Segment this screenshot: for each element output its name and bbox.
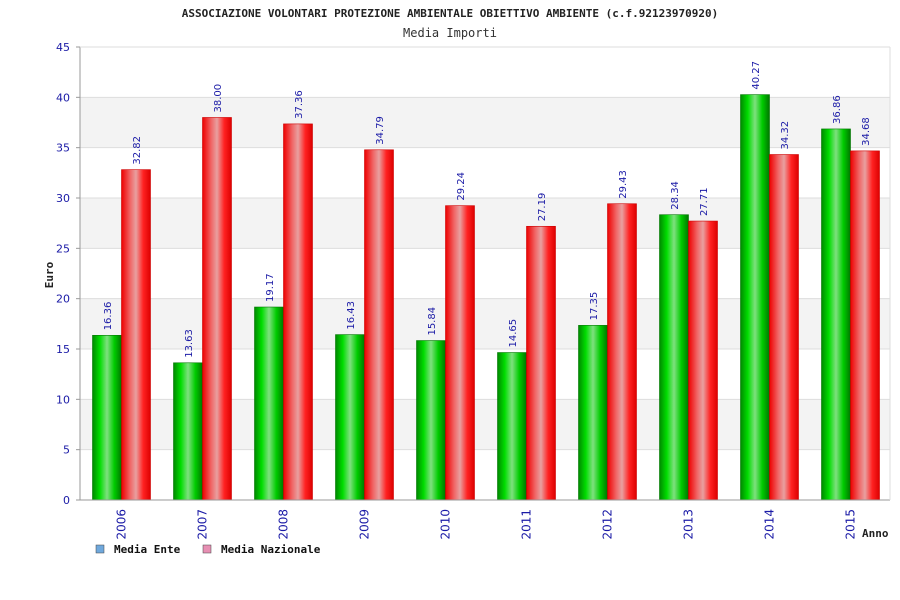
bar-media-ente-2015 [821,128,851,501]
y-tick-label: 0 [63,494,70,507]
bar-media-ente-2013 [659,214,689,501]
bar-media-nazionale-2010 [445,205,475,501]
bar-label-media-ente-2007: 13.63 [184,329,195,358]
bar-media-ente-2009 [335,334,365,501]
axes [79,46,891,501]
y-tick-label: 30 [56,192,70,205]
legend-label-media-nazionale: Media Nazionale [221,543,321,556]
y-tick-label: 40 [56,91,70,104]
y-axis-label: Euro [43,261,56,288]
bar-label-media-ente-2013: 28.34 [670,181,681,210]
x-tick-label-2011: 2011 [520,509,534,540]
bar-label-media-nazionale-2006: 32.82 [132,136,143,165]
x-tick-label-2013: 2013 [682,509,696,540]
y-tick-label: 35 [56,142,70,155]
bar-label-media-ente-2014: 40.27 [751,61,762,90]
bar-media-nazionale-2006 [121,169,151,501]
bar-media-ente-2012 [578,325,608,501]
bar-media-ente-2008 [254,306,284,501]
bar-value-labels: 16.36 32.82 13.63 38.00 19.17 37.36 16.43 34.79… [103,61,872,358]
bar-label-media-nazionale-2007: 38.00 [213,84,224,113]
bar-label-media-nazionale-2010: 29.24 [456,172,467,201]
bar-media-ente-2007 [173,362,203,501]
bar-media-ente-2006 [92,335,122,501]
bar-media-ente-2014 [740,94,770,501]
x-tick-label-2009: 2009 [358,509,372,540]
x-tick-label-2006: 2006 [115,509,129,540]
bar-label-media-ente-2011: 14.65 [508,319,519,348]
y-tick-label: 10 [56,393,70,406]
x-tick-label-2012: 2012 [601,509,615,540]
x-axis-label: Anno [862,527,889,540]
bar-label-media-nazionale-2013: 27.71 [699,187,710,216]
bar-label-media-nazionale-2015: 34.68 [861,117,872,146]
chart-subtitle: Media Importi [403,26,497,40]
y-tick-label: 20 [56,293,70,306]
x-tick-label-2014: 2014 [763,509,777,540]
legend-swatch-media-ente [95,544,105,554]
bar-label-media-nazionale-2008: 37.36 [294,90,305,119]
legend-swatch-media-nazionale [202,544,212,554]
bar-label-media-ente-2015: 36.86 [832,95,843,124]
bar-label-media-ente-2010: 15.84 [427,307,438,336]
bar-media-nazionale-2012 [607,203,637,501]
bar-label-media-ente-2012: 17.35 [589,292,600,321]
x-tick-label-2010: 2010 [439,509,453,540]
y-tick-label: 45 [56,41,70,54]
legend: Media Ente Media Nazionale [95,543,321,556]
bar-label-media-nazionale-2014: 34.32 [780,121,791,150]
y-tick-label: 5 [63,444,70,457]
chart-title: ASSOCIAZIONE VOLONTARI PROTEZIONE AMBIEN… [182,7,718,20]
bar-label-media-ente-2009: 16.43 [346,301,357,330]
x-tick-label-2007: 2007 [196,509,210,540]
bar-media-nazionale-2014 [769,154,799,501]
bar-media-nazionale-2011 [526,225,556,501]
x-tick-label-2015: 2015 [844,509,858,540]
plot-band [80,47,890,98]
bar-media-nazionale-2007 [202,117,232,501]
bar-media-ente-2010 [416,340,446,501]
y-tick-label: 25 [56,242,70,255]
x-tick-labels: 2006 2007 2008 2009 2010 2011 2012 2013 2014 2015 [115,509,858,540]
legend-label-media-ente: Media Ente [114,543,181,556]
bar-media-nazionale-2015 [850,150,880,501]
bar-label-media-nazionale-2011: 27.19 [537,193,548,222]
bar-label-media-ente-2006: 16.36 [103,302,114,331]
bar-label-media-ente-2008: 19.17 [265,273,276,302]
x-tick-label-2008: 2008 [277,509,291,540]
bar-label-media-nazionale-2012: 29.43 [618,170,629,199]
bar-media-nazionale-2013 [688,220,718,501]
y-tick-label: 15 [56,343,70,356]
bar-label-media-nazionale-2009: 34.79 [375,116,386,145]
bar-media-nazionale-2009 [364,149,394,501]
y-tick-labels: 0 5 10 15 20 25 30 35 40 45 [56,41,80,507]
bar-media-nazionale-2008 [283,123,313,501]
bar-media-ente-2011 [497,352,527,501]
bars [92,94,880,501]
